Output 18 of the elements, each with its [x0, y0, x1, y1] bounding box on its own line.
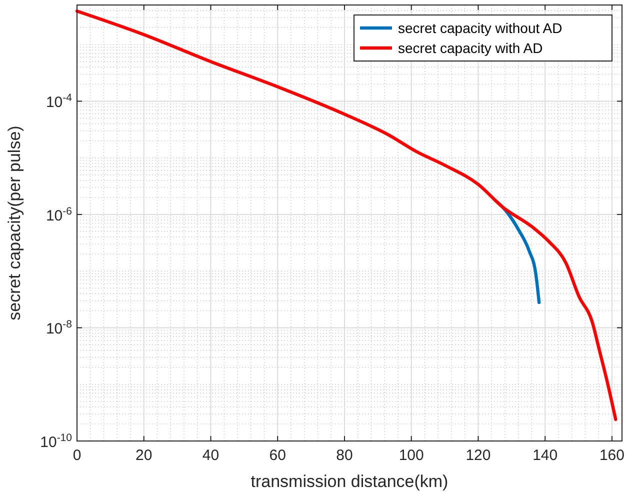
x-tick-label: 20: [136, 447, 152, 464]
y-tick-label: 10$^{-6}$: [46, 205, 72, 224]
y-tick-label: 10$^{-4}$: [46, 92, 72, 112]
y-tick-label: 10$^{-8}$: [46, 318, 72, 338]
line-series: [75, 10, 618, 422]
x-tick-label: 0: [72, 447, 82, 464]
y-tick-label: 10$^{-10}$: [40, 432, 72, 451]
x-axis-title: transmission distance(km): [250, 472, 448, 491]
x-tick-label: 100: [398, 447, 424, 464]
y-axis-title: secret capacity(per pulse): [5, 126, 24, 320]
x-tick-label: 60: [269, 447, 286, 464]
x-tick-label: 40: [202, 447, 220, 464]
x-tick-label: 80: [336, 447, 353, 464]
x-tick-label: 120: [466, 447, 491, 464]
x-tick-label: 160: [599, 447, 624, 464]
legend-label: secret capacity without AD: [398, 20, 562, 36]
x-tick-label: 140: [532, 447, 558, 464]
legend-label: secret capacity with AD: [398, 40, 543, 56]
